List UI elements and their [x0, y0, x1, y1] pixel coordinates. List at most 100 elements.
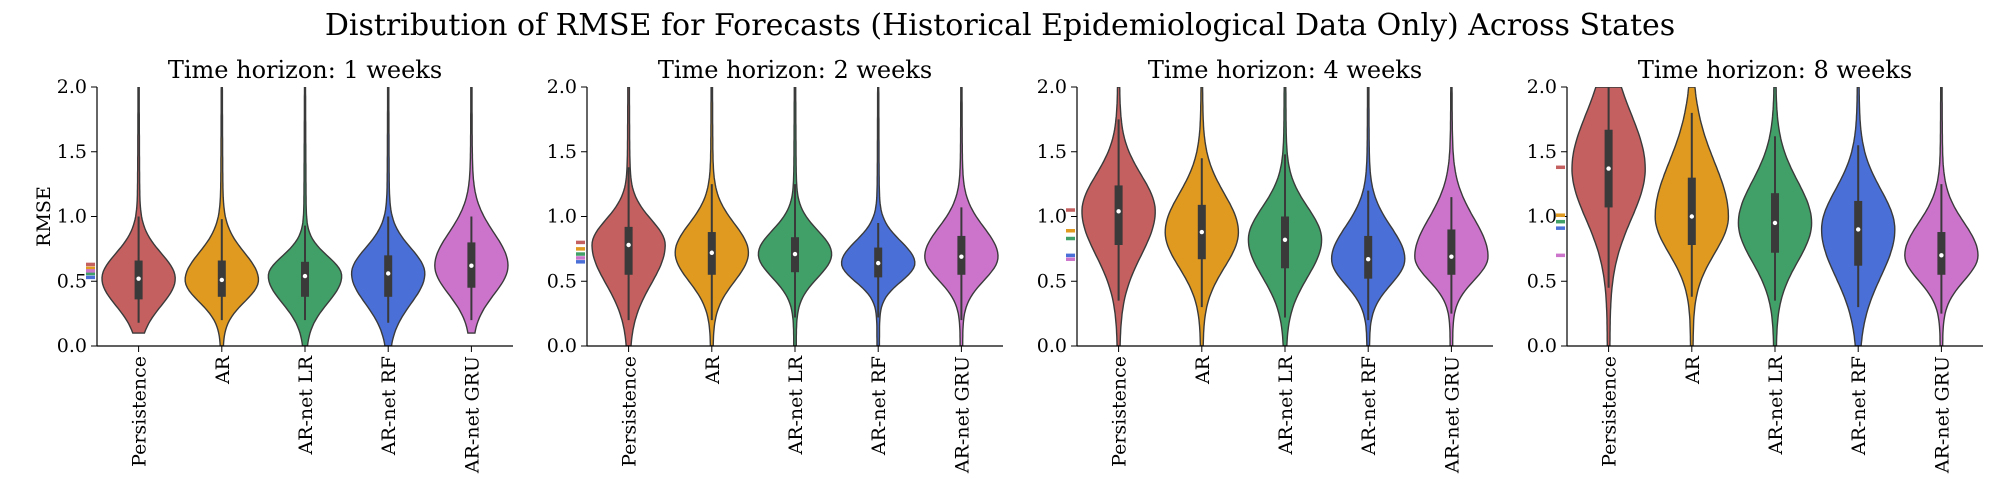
violin-iqr-box — [301, 261, 309, 297]
violin-iqr-box — [624, 226, 633, 275]
violin-group — [1820, 87, 1896, 346]
violin-body — [434, 87, 509, 334]
violin-iqr-box — [1854, 200, 1863, 266]
y-tick-label: 0.5 — [1527, 270, 1557, 292]
violin-group — [434, 87, 509, 334]
violin-median-dot — [302, 273, 308, 279]
x-tick-label: Persistence — [619, 356, 641, 467]
panel-title: Time horizon: 1 weeks — [168, 56, 442, 84]
x-tick-label: AR-net GRU — [1931, 356, 1953, 474]
violin-group — [1081, 87, 1156, 346]
y-tick-label: 1.5 — [1527, 141, 1557, 163]
violin-group — [1247, 87, 1323, 346]
violin-median-dot — [709, 250, 714, 255]
violin-group — [840, 87, 916, 346]
y-tick-label: 1.0 — [1527, 206, 1557, 228]
panel-title: Time horizon: 8 weeks — [1638, 56, 1912, 84]
x-tick-label: AR-net RF — [378, 356, 400, 456]
y-tick-label: 2.0 — [1527, 76, 1557, 98]
y-tick-label: 1.5 — [57, 141, 87, 163]
violin-median-dot — [1366, 257, 1371, 262]
y-tick-label: 2.0 — [547, 76, 577, 98]
x-tick-label: AR — [1192, 355, 1214, 385]
violin-iqr-box — [1281, 216, 1289, 269]
violin-body — [267, 87, 343, 346]
violin-group — [1414, 87, 1489, 346]
violin-iqr-box — [1687, 177, 1696, 245]
violin-body — [840, 87, 916, 346]
violin-iqr-box — [384, 255, 393, 297]
violin-median-dot — [1199, 229, 1205, 235]
violin-median-dot — [1282, 237, 1288, 243]
x-tick-label: AR-net RF — [868, 356, 890, 456]
violin-group — [1737, 87, 1813, 346]
x-tick-label: Persistence — [129, 356, 151, 467]
x-tick-label: Persistence — [1599, 356, 1621, 467]
y-tick-label: 0.0 — [547, 335, 577, 357]
y-axis-label: RMSE — [33, 186, 55, 247]
y-tick-label: 2.0 — [57, 76, 87, 98]
violin-median-dot — [136, 276, 141, 281]
x-tick-label: AR-net LR — [1765, 355, 1787, 455]
violin-median-dot — [876, 260, 881, 266]
x-tick-label: AR-net RF — [1358, 356, 1380, 456]
y-tick-label: 1.0 — [547, 206, 577, 228]
violin-group — [350, 87, 426, 346]
y-tick-label: 0.0 — [1527, 335, 1557, 357]
violin-group — [184, 87, 260, 346]
y-tick-label: 0.0 — [57, 335, 87, 357]
y-tick-label: 0.5 — [57, 270, 87, 292]
violin-group — [267, 87, 343, 346]
violin-median-dot — [626, 242, 631, 248]
y-tick-label: 1.0 — [57, 206, 87, 228]
violin-median-dot — [1856, 227, 1861, 232]
y-tick-label: 0.0 — [1037, 335, 1067, 357]
violin-group — [101, 87, 176, 334]
x-tick-label: AR-net LR — [785, 355, 807, 455]
violin-group — [1571, 87, 1646, 346]
violin-median-dot — [1689, 214, 1695, 219]
violin-group — [1654, 87, 1730, 346]
panel-title: Time horizon: 2 weeks — [658, 56, 932, 84]
violin-median-dot — [386, 271, 391, 276]
y-tick-label: 2.0 — [1037, 76, 1067, 98]
violin-body — [184, 87, 260, 346]
y-tick-label: 0.5 — [547, 270, 577, 292]
y-tick-label: 1.5 — [1037, 141, 1067, 163]
x-tick-label: AR-net LR — [1275, 355, 1297, 455]
violin-iqr-box — [1447, 229, 1456, 275]
violin-median-dot — [1449, 254, 1454, 259]
x-tick-label: AR-net RF — [1848, 356, 1870, 456]
y-tick-label: 1.0 — [1037, 206, 1067, 228]
violin-iqr-box — [1114, 185, 1123, 245]
violin-median-dot — [1772, 220, 1778, 226]
violin-group — [674, 87, 750, 346]
violin-median-dot — [219, 277, 224, 283]
violin-group — [1904, 87, 1979, 346]
x-tick-label: Persistence — [1109, 356, 1131, 467]
x-tick-label: AR — [212, 355, 234, 385]
violin-median-dot — [1116, 209, 1121, 214]
x-tick-label: AR-net GRU — [1441, 356, 1463, 474]
violin-median-dot — [792, 251, 798, 257]
x-tick-label: AR-net GRU — [461, 356, 483, 474]
y-tick-label: 0.5 — [1037, 270, 1067, 292]
violin-group — [924, 87, 999, 346]
x-tick-label: AR-net LR — [295, 355, 317, 455]
panel-title: Time horizon: 4 weeks — [1148, 56, 1422, 84]
violin-median-dot — [1939, 253, 1944, 258]
figure-title: Distribution of RMSE for Forecasts (Hist… — [324, 8, 1676, 43]
violin-body — [101, 87, 176, 334]
violin-median-dot — [469, 263, 474, 268]
x-tick-label: AR — [702, 355, 724, 385]
violin-median-dot — [1606, 166, 1611, 171]
violin-group — [1164, 87, 1240, 346]
violin-group — [757, 87, 833, 346]
violin-group — [591, 87, 666, 346]
x-tick-label: AR — [1682, 355, 1704, 385]
x-tick-label: AR-net GRU — [951, 356, 973, 474]
y-tick-label: 1.5 — [547, 141, 577, 163]
violin-median-dot — [959, 254, 964, 259]
violin-group — [1330, 87, 1406, 346]
